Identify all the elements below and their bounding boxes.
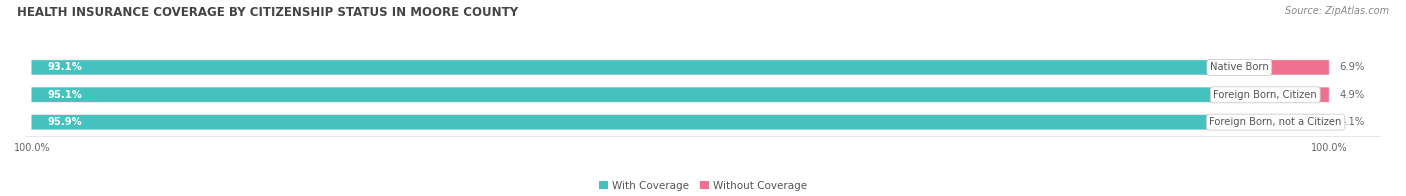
Text: 4.1%: 4.1% bbox=[1339, 117, 1364, 127]
Text: Source: ZipAtlas.com: Source: ZipAtlas.com bbox=[1285, 6, 1389, 16]
Text: 6.9%: 6.9% bbox=[1339, 62, 1365, 72]
Text: Foreign Born, Citizen: Foreign Born, Citizen bbox=[1213, 90, 1317, 100]
FancyBboxPatch shape bbox=[1239, 60, 1329, 74]
Text: 95.1%: 95.1% bbox=[48, 90, 83, 100]
FancyBboxPatch shape bbox=[32, 88, 1329, 102]
Text: 93.1%: 93.1% bbox=[48, 62, 82, 72]
FancyBboxPatch shape bbox=[32, 115, 1275, 129]
Text: Foreign Born, not a Citizen: Foreign Born, not a Citizen bbox=[1209, 117, 1341, 127]
FancyBboxPatch shape bbox=[1275, 115, 1329, 129]
Text: 95.9%: 95.9% bbox=[48, 117, 82, 127]
Text: HEALTH INSURANCE COVERAGE BY CITIZENSHIP STATUS IN MOORE COUNTY: HEALTH INSURANCE COVERAGE BY CITIZENSHIP… bbox=[17, 6, 517, 19]
Legend: With Coverage, Without Coverage: With Coverage, Without Coverage bbox=[599, 181, 807, 191]
FancyBboxPatch shape bbox=[32, 115, 1329, 129]
Text: Native Born: Native Born bbox=[1211, 62, 1268, 72]
Text: 4.9%: 4.9% bbox=[1339, 90, 1364, 100]
FancyBboxPatch shape bbox=[32, 60, 1239, 74]
FancyBboxPatch shape bbox=[32, 88, 1265, 102]
FancyBboxPatch shape bbox=[32, 60, 1329, 74]
FancyBboxPatch shape bbox=[1265, 88, 1329, 102]
